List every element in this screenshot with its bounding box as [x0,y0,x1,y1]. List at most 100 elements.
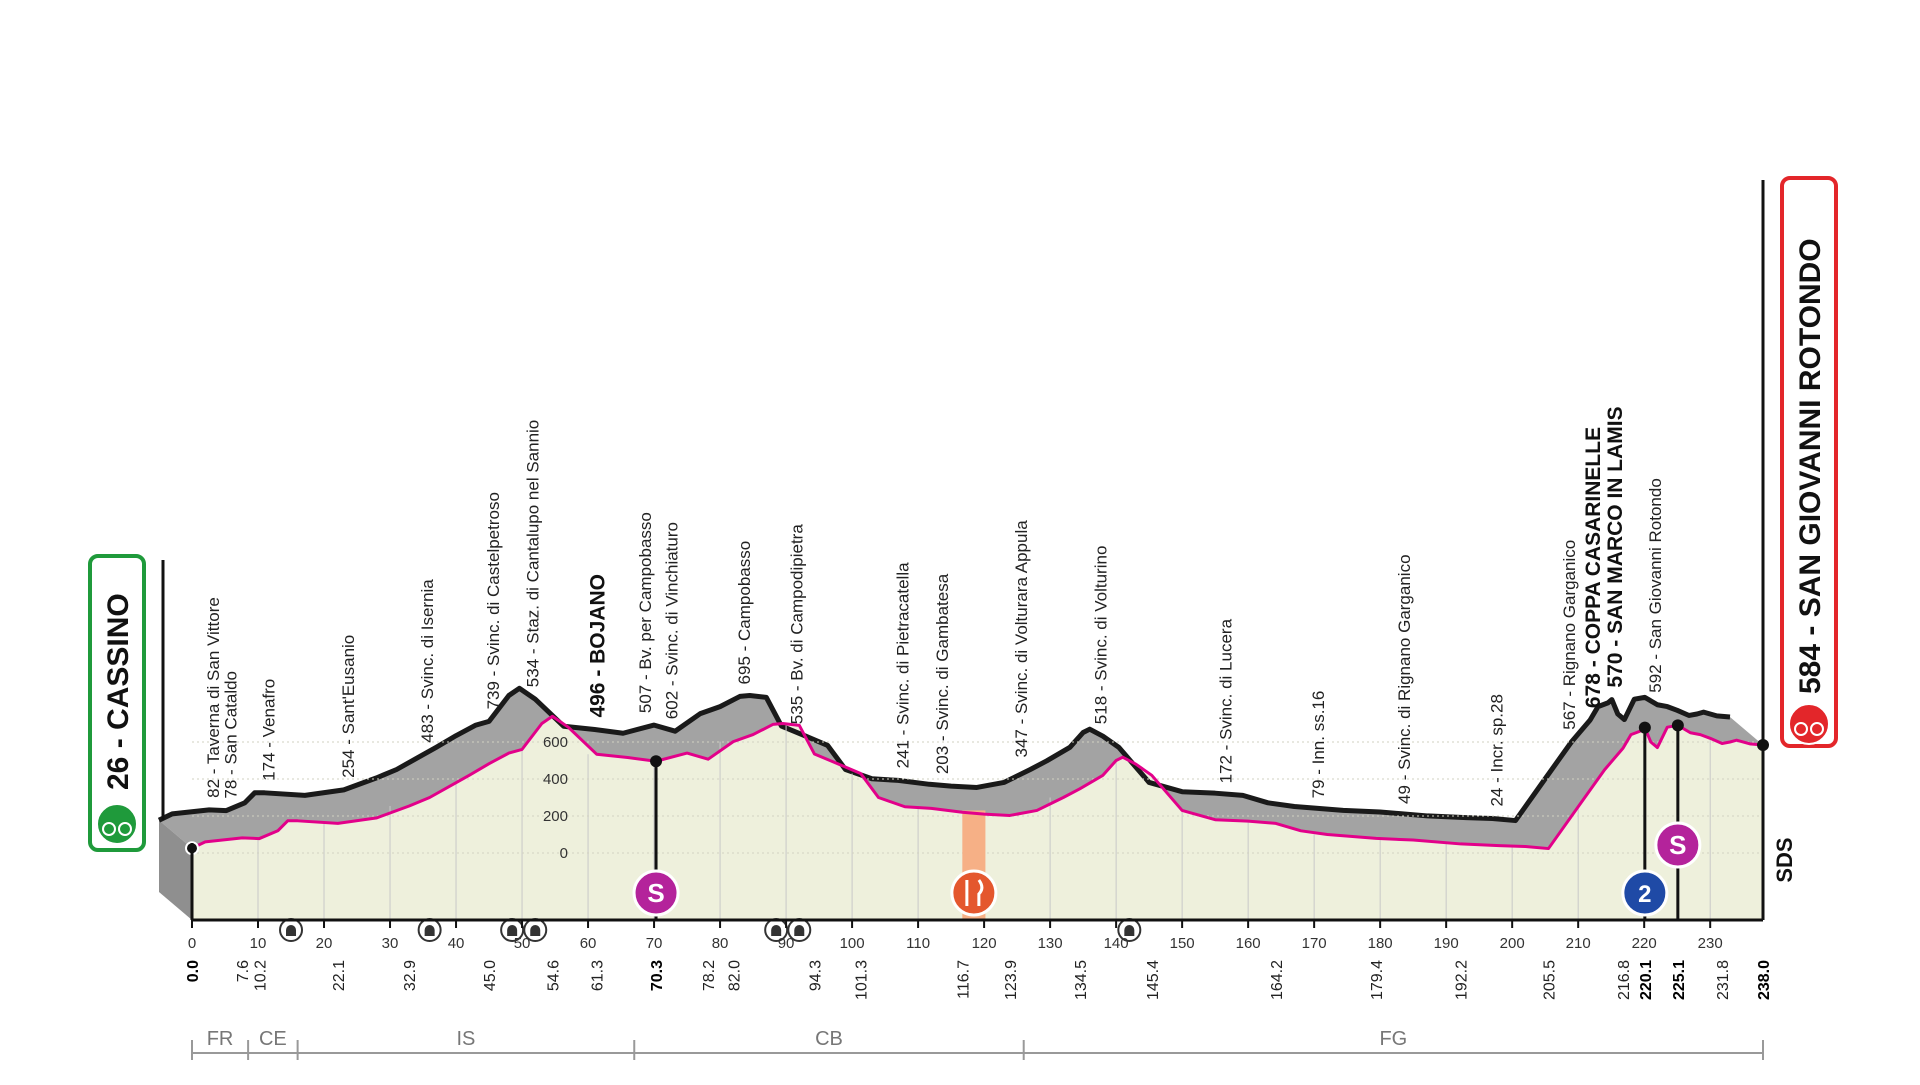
distance-marker-label: 61.3 [590,960,607,991]
x-axis-tick-label: 80 [712,935,729,952]
region-label: IS [456,1028,475,1050]
x-axis-tick-label: 90 [778,935,795,952]
start-label: 26 - CASSINO [102,593,135,790]
altitude-tick-label: 200 [543,808,568,825]
x-axis-tick-label: 230 [1698,935,1723,952]
finish-cyclist-icon [1788,703,1830,745]
distance-marker-label: 192.2 [1454,960,1471,1000]
watermark: SDS [1772,837,1797,882]
waypoint-label: 567 - Rignano Garganico [1560,540,1579,730]
waypoint-label: 535 - Bv. di Campodipietra [788,524,807,725]
tunnel-icon-arch [530,925,541,936]
distance-marker-label: 70.3 [649,960,666,991]
tunnel-icon-arch [424,925,435,936]
x-axis-tick-label: 0 [188,935,196,952]
x-axis-tick-label: 10 [250,935,267,952]
climb-point [1638,721,1651,734]
waypoint-label: 507 - Bv. per Campobasso [636,512,655,713]
region-label: FR [207,1028,234,1050]
road-edge-line [157,685,1731,824]
x-axis-tick-label: 40 [448,935,465,952]
x-axis-tick-label: 120 [972,935,997,952]
distance-marker-label: 134.5 [1073,960,1090,1000]
region-label: FG [1379,1028,1407,1050]
tunnel-icon-arch [1124,925,1135,936]
tunnel-icon-arch [771,925,782,936]
waypoint-label: 518 - Svinc. di Volturino [1091,546,1110,725]
distance-marker-label: 82.0 [726,960,743,991]
distance-marker-label: 145.4 [1145,960,1162,1000]
x-axis-tick-label: 70 [646,935,663,952]
x-axis-tick-label: 20 [316,935,333,952]
start-cyclist-icon-wheel [118,822,132,836]
x-axis-tick-label: 100 [840,935,865,952]
distance-marker-label: 205.5 [1541,960,1558,1000]
altitude-tick-label: 600 [543,734,568,751]
start-badge [88,554,146,852]
x-axis-tick-label: 160 [1236,935,1261,952]
distance-marker-label: 101.3 [854,960,871,1000]
waypoint-label: 678 - COPPA CASARINELLE [1582,427,1605,708]
tunnel-icon [1117,918,1142,942]
sprint-icon [632,869,680,917]
distance-marker-label: 10.2 [252,960,269,991]
waypoint-label: 78 - San Cataldo [221,671,240,799]
distance-marker-label: 78.2 [701,960,718,991]
waypoint-label: 24 - Incr. sp.28 [1487,694,1506,806]
distance-marker-label: 45.0 [482,960,499,991]
distance-marker-label: 94.3 [807,960,824,991]
region-label: CE [259,1028,287,1050]
tunnel-icon-arch [286,925,297,936]
tunnel-icon [764,918,789,942]
climb-icon [1621,869,1669,917]
distance-marker-label: 116.7 [955,960,972,999]
x-axis-tick-label: 50 [514,935,531,952]
finish-label: 584 - SAN GIOVANNI ROTONDO [1794,238,1827,694]
distance-marker-label: 32.9 [402,960,419,991]
distance-marker-label: 231.8 [1715,960,1732,1000]
x-axis-tick-label: 150 [1170,935,1195,952]
x-axis-tick-label: 220 [1632,935,1657,952]
finish-cyclist-icon-wheel [1810,722,1824,736]
tunnel-icon [417,918,442,942]
distance-marker-label: 22.1 [331,960,348,991]
tunnel-icon-arch [507,925,518,936]
distance-marker-label: 216.8 [1616,960,1633,1000]
distance-marker-label: 179.4 [1369,960,1386,1000]
start-cyclist-icon-wheel [102,822,116,836]
feed-zone-icon [950,869,998,917]
start-cyclist-icon [96,803,138,845]
distance-marker-label: 220.1 [1638,960,1655,1000]
x-axis-tick-label: 30 [382,935,399,952]
distance-marker-label: 0.0 [185,960,202,982]
altitude-tick-label: 0 [560,845,568,862]
waypoint-label: 483 - Svinc. di Isernia [418,579,437,743]
profile-side-face [159,820,192,920]
waypoint-label: 49 - Svinc. di Rignano Garganico [1395,554,1414,803]
x-axis-tick-label: 110 [906,935,930,952]
waypoint-label: 79 - Inn. ss.16 [1309,691,1328,799]
waypoint-label: 241 - Svinc. di Pietracatella [893,562,912,769]
waypoint-label: 739 - Svinc. di Castelpetroso [484,492,503,709]
finish-label-text: 584 - SAN GIOVANNI ROTONDO [1794,238,1827,694]
sprint-icon-letter: S [647,878,664,908]
distance-marker-label: 123.9 [1003,960,1020,1000]
distance-marker-label: 164.2 [1269,960,1286,1000]
waypoint-label: 695 - Campobasso [735,541,754,685]
x-axis-tick-label: 200 [1500,935,1525,952]
waypoint-label: 203 - Svinc. di Gambatesa [933,573,952,774]
tunnel-icon-arch [794,925,805,936]
waypoint-label: 254 - Sant'Eusanio [339,635,358,778]
distance-marker-label: 7.6 [235,960,252,982]
waypoint-label: 534 - Staz. di Cantalupo nel Sannio [524,420,543,687]
distance-marker-label: 54.6 [545,960,562,991]
sprint-point [1671,719,1684,732]
waypoint-label: 602 - Svinc. di Vinchiaturo [662,522,681,719]
climb-category: 2 [1638,881,1651,908]
finish-cyclist-icon-wheel [1794,722,1808,736]
tunnel-icon [279,918,304,942]
x-axis-tick-label: 130 [1038,935,1063,952]
x-axis-tick-label: 140 [1104,935,1129,952]
waypoint-label: 347 - Svinc. di Volturara Appula [1012,520,1031,758]
